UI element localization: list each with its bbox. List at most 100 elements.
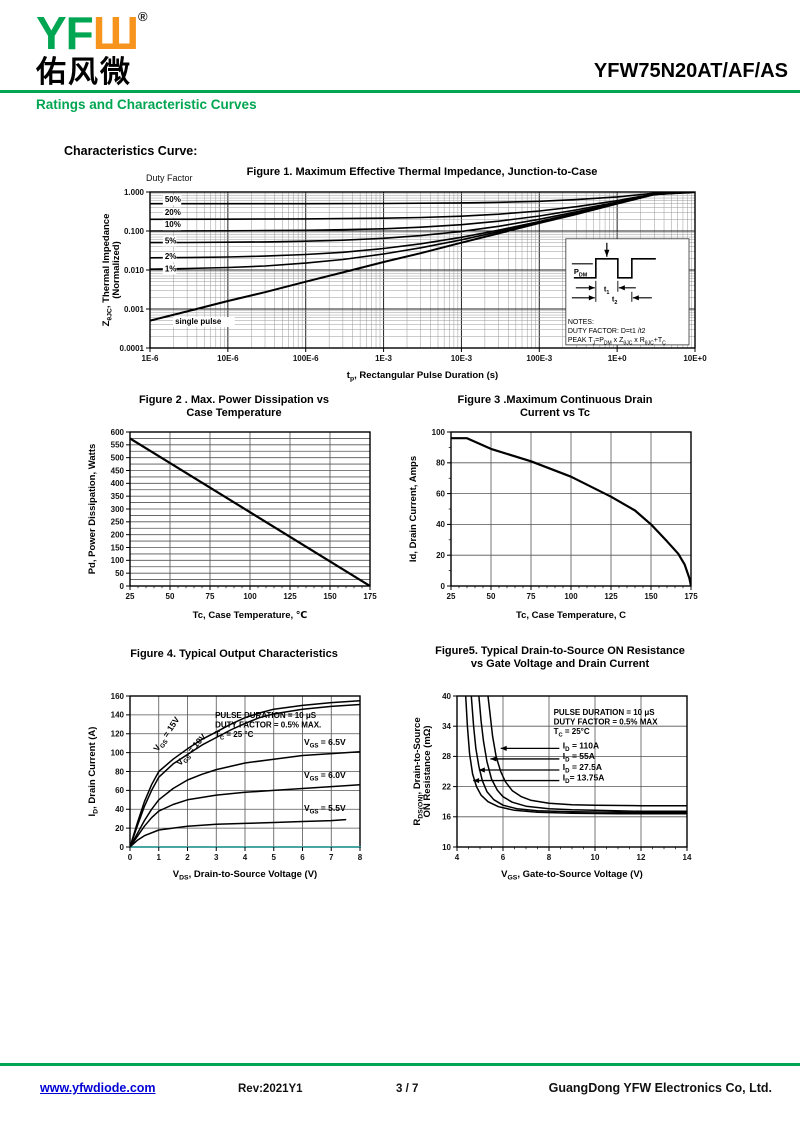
svg-text:100: 100 [243,592,257,601]
svg-text:1: 1 [157,853,162,862]
svg-text:100: 100 [111,748,125,757]
svg-text:ID = 110A: ID = 110A [563,740,599,753]
svg-text:80: 80 [115,767,124,776]
svg-text:ID, Drain Current (A): ID, Drain Current (A) [87,727,100,817]
svg-text:single pulse: single pulse [175,317,222,326]
svg-text:VDS, Drain-to-Source Voltage (: VDS, Drain-to-Source Voltage (V) [173,869,317,882]
logo-yf-text: YF [36,7,94,59]
svg-text:0: 0 [120,843,125,852]
svg-text:0: 0 [120,582,125,591]
svg-text:1.000: 1.000 [124,188,145,197]
svg-text:500: 500 [111,453,125,462]
svg-text:tp, Rectangular Pulse Duration: tp, Rectangular Pulse Duration (s) [347,370,498,383]
svg-text:200: 200 [111,530,125,539]
svg-text:600: 600 [111,428,125,437]
svg-text:t1: t1 [604,284,610,296]
svg-text:20: 20 [436,551,445,560]
company-name: GuangDong YFW Electronics Co, Ltd. [548,1081,772,1095]
svg-text:0: 0 [441,582,446,591]
svg-text:DUTY FACTOR = 0.5% MAX: DUTY FACTOR = 0.5% MAX [554,718,659,727]
svg-text:125: 125 [604,592,618,601]
fig1-title: Figure 1. Maximum Effective Thermal Impe… [246,166,598,178]
part-number: YFW75N20AT/AF/AS [593,60,788,82]
svg-text:60: 60 [436,489,445,498]
svg-text:ON Resistance (mΩ): ON Resistance (mΩ) [422,725,433,817]
svg-text:60: 60 [115,786,124,795]
svg-text:0.001: 0.001 [124,305,145,314]
svg-text:10E-6: 10E-6 [217,354,239,363]
fig2-title-line2: Case Temperature [186,407,282,419]
svg-text:300: 300 [111,505,125,514]
svg-text:PEAK TJ=PDM x ZθJC x RθJC+TC: PEAK TJ=PDM x ZθJC x RθJC+TC [568,337,666,347]
svg-text:ID = 55A: ID = 55A [563,751,595,764]
svg-text:2: 2 [185,853,190,862]
svg-text:125: 125 [283,592,297,601]
svg-text:2%: 2% [165,252,177,261]
ratings-heading: Ratings and Characteristic Curves [36,97,257,112]
logo-chinese-name: 佑风微 [36,56,132,89]
svg-text:4: 4 [455,853,460,862]
svg-text:250: 250 [111,518,125,527]
website-link[interactable]: www.yfwdiode.com [40,1081,156,1095]
svg-text:10: 10 [591,853,600,862]
svg-text:t2: t2 [612,294,618,306]
fig2-title-line1: Figure 2 . Max. Power Dissipation vs [138,394,330,406]
svg-text:VGS, Gate-to-Source Voltage (V: VGS, Gate-to-Source Voltage (V) [501,869,643,882]
svg-text:10: 10 [442,843,451,852]
svg-text:5: 5 [272,853,277,862]
svg-text:25: 25 [447,592,456,601]
svg-text:75: 75 [206,592,215,601]
svg-text:6: 6 [501,853,506,862]
svg-text:VGS = 6.5V: VGS = 6.5V [304,737,346,750]
svg-text:PULSE DURATION = 10 μS: PULSE DURATION = 10 μS [554,708,656,717]
svg-text:80: 80 [436,459,445,468]
svg-text:450: 450 [111,466,125,475]
svg-text:1%: 1% [165,264,177,273]
svg-text:5%: 5% [165,236,177,245]
svg-text:8: 8 [358,853,363,862]
svg-text:14: 14 [683,853,692,862]
svg-text:50: 50 [166,592,175,601]
svg-text:8: 8 [547,853,552,862]
fig5-title-line2: vs Gate Voltage and Drain Current [470,658,650,670]
logo-w-icon: Ш [92,7,139,59]
fig2-power-dissipation-chart: 25 50 75 100 125 150 175 0 50 100 150 200 250 300 350 4… [87,428,377,621]
svg-text:120: 120 [111,730,125,739]
svg-text:100: 100 [564,592,578,601]
svg-text:40: 40 [115,805,124,814]
svg-text:Pd, Power Dissipation, Watts: Pd, Power Dissipation, Watts [87,444,98,575]
svg-text:ID= 13.75A: ID= 13.75A [563,773,605,786]
svg-text:DUTY FACTOR: D=t1 /t2: DUTY FACTOR: D=t1 /t2 [568,328,646,335]
svg-text:Tc, Case Temperature, ℃: Tc, Case Temperature, ℃ [193,610,308,621]
svg-text:(Normalized): (Normalized) [111,241,122,299]
svg-text:ZθJC, Thermal Impedance: ZθJC, Thermal Impedance [101,214,114,327]
svg-text:VGS = 5.5V: VGS = 5.5V [304,803,346,816]
svg-text:350: 350 [111,492,125,501]
svg-text:TC = 25°C: TC = 25°C [554,727,590,739]
svg-text:NOTES:: NOTES: [568,319,594,326]
svg-text:VGS = 10V: VGS = 10V [174,731,210,769]
fig3-drain-current-chart: 25 50 75 100 125 150 175 0 20 40 60 80 100 Tc, Case T… [408,428,698,621]
svg-text:175: 175 [684,592,698,601]
svg-text:40: 40 [436,520,445,529]
fig3-title: Figure 3 .Maximum Continuous Drain Curre… [405,394,705,420]
svg-text:ID = 27.5A: ID = 27.5A [563,762,602,775]
svg-text:TC = 25 °C: TC = 25 °C [215,730,253,742]
svg-text:DUTY FACTOR = 0.5% MAX.: DUTY FACTOR = 0.5% MAX. [215,721,321,730]
svg-text:3: 3 [214,853,219,862]
svg-text:7: 7 [329,853,334,862]
svg-text:40: 40 [442,692,451,701]
fig5-title: Figure5. Typical Drain-to-Source ON Resi… [400,645,720,671]
svg-text:PULSE DURATION = 10 μS: PULSE DURATION = 10 μS [215,711,317,720]
svg-text:100E-6: 100E-6 [293,354,319,363]
svg-text:10%: 10% [165,220,181,229]
svg-text:100E-3: 100E-3 [526,354,552,363]
svg-text:175: 175 [363,592,377,601]
svg-text:50: 50 [487,592,496,601]
yfw-logo: YFШ® 佑风微 [36,10,148,88]
svg-text:28: 28 [442,752,451,761]
svg-text:20: 20 [115,824,124,833]
revision-label: Rev:2021Y1 [238,1083,303,1095]
